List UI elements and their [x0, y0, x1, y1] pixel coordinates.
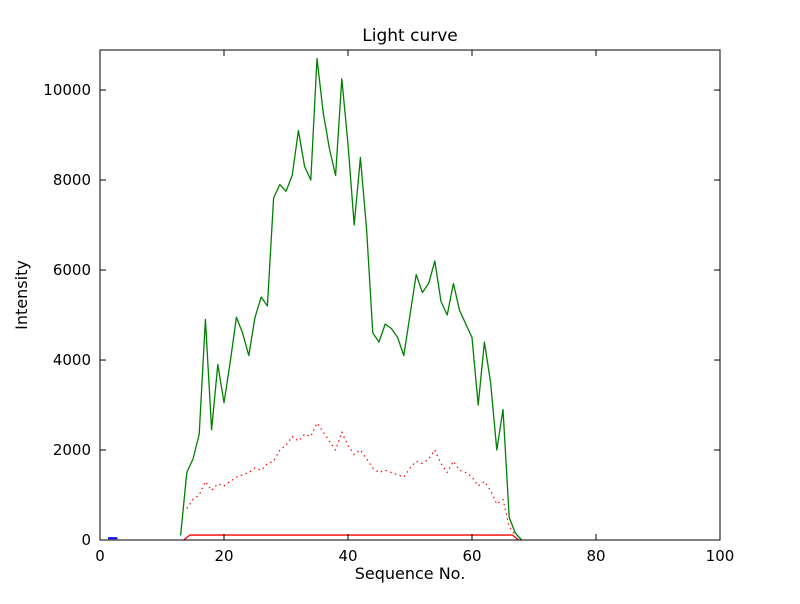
series-intensity-secondary — [186, 422, 516, 536]
y-tick-label: 6000 — [53, 261, 91, 279]
x-tick-label: 80 — [586, 547, 605, 565]
y-tick-label: 10000 — [43, 81, 91, 99]
chart-title: Light curve — [362, 26, 457, 46]
series-intensity-total — [179, 57, 523, 541]
x-tick-label: 20 — [214, 547, 233, 565]
ticks-group: 0 20 40 60 80 100 0 2000 4000 6000 8000 10000 — [43, 50, 734, 565]
series-group — [108, 57, 523, 541]
plot-area — [100, 50, 720, 540]
y-tick-label: 8000 — [53, 171, 91, 189]
y-tick-label: 4000 — [53, 351, 91, 369]
y-tick-label: 2000 — [53, 441, 91, 459]
y-axis-label: Intensity — [12, 260, 31, 330]
x-tick-label: 0 — [95, 547, 105, 565]
series-intensity-baseline — [183, 534, 519, 541]
x-axis-label: Sequence No. — [355, 564, 466, 583]
x-tick-label: 40 — [338, 547, 357, 565]
y-tick-label: 0 — [81, 531, 91, 549]
x-tick-label: 60 — [462, 547, 481, 565]
x-tick-label: 100 — [706, 547, 735, 565]
axes-frame — [99, 49, 721, 541]
